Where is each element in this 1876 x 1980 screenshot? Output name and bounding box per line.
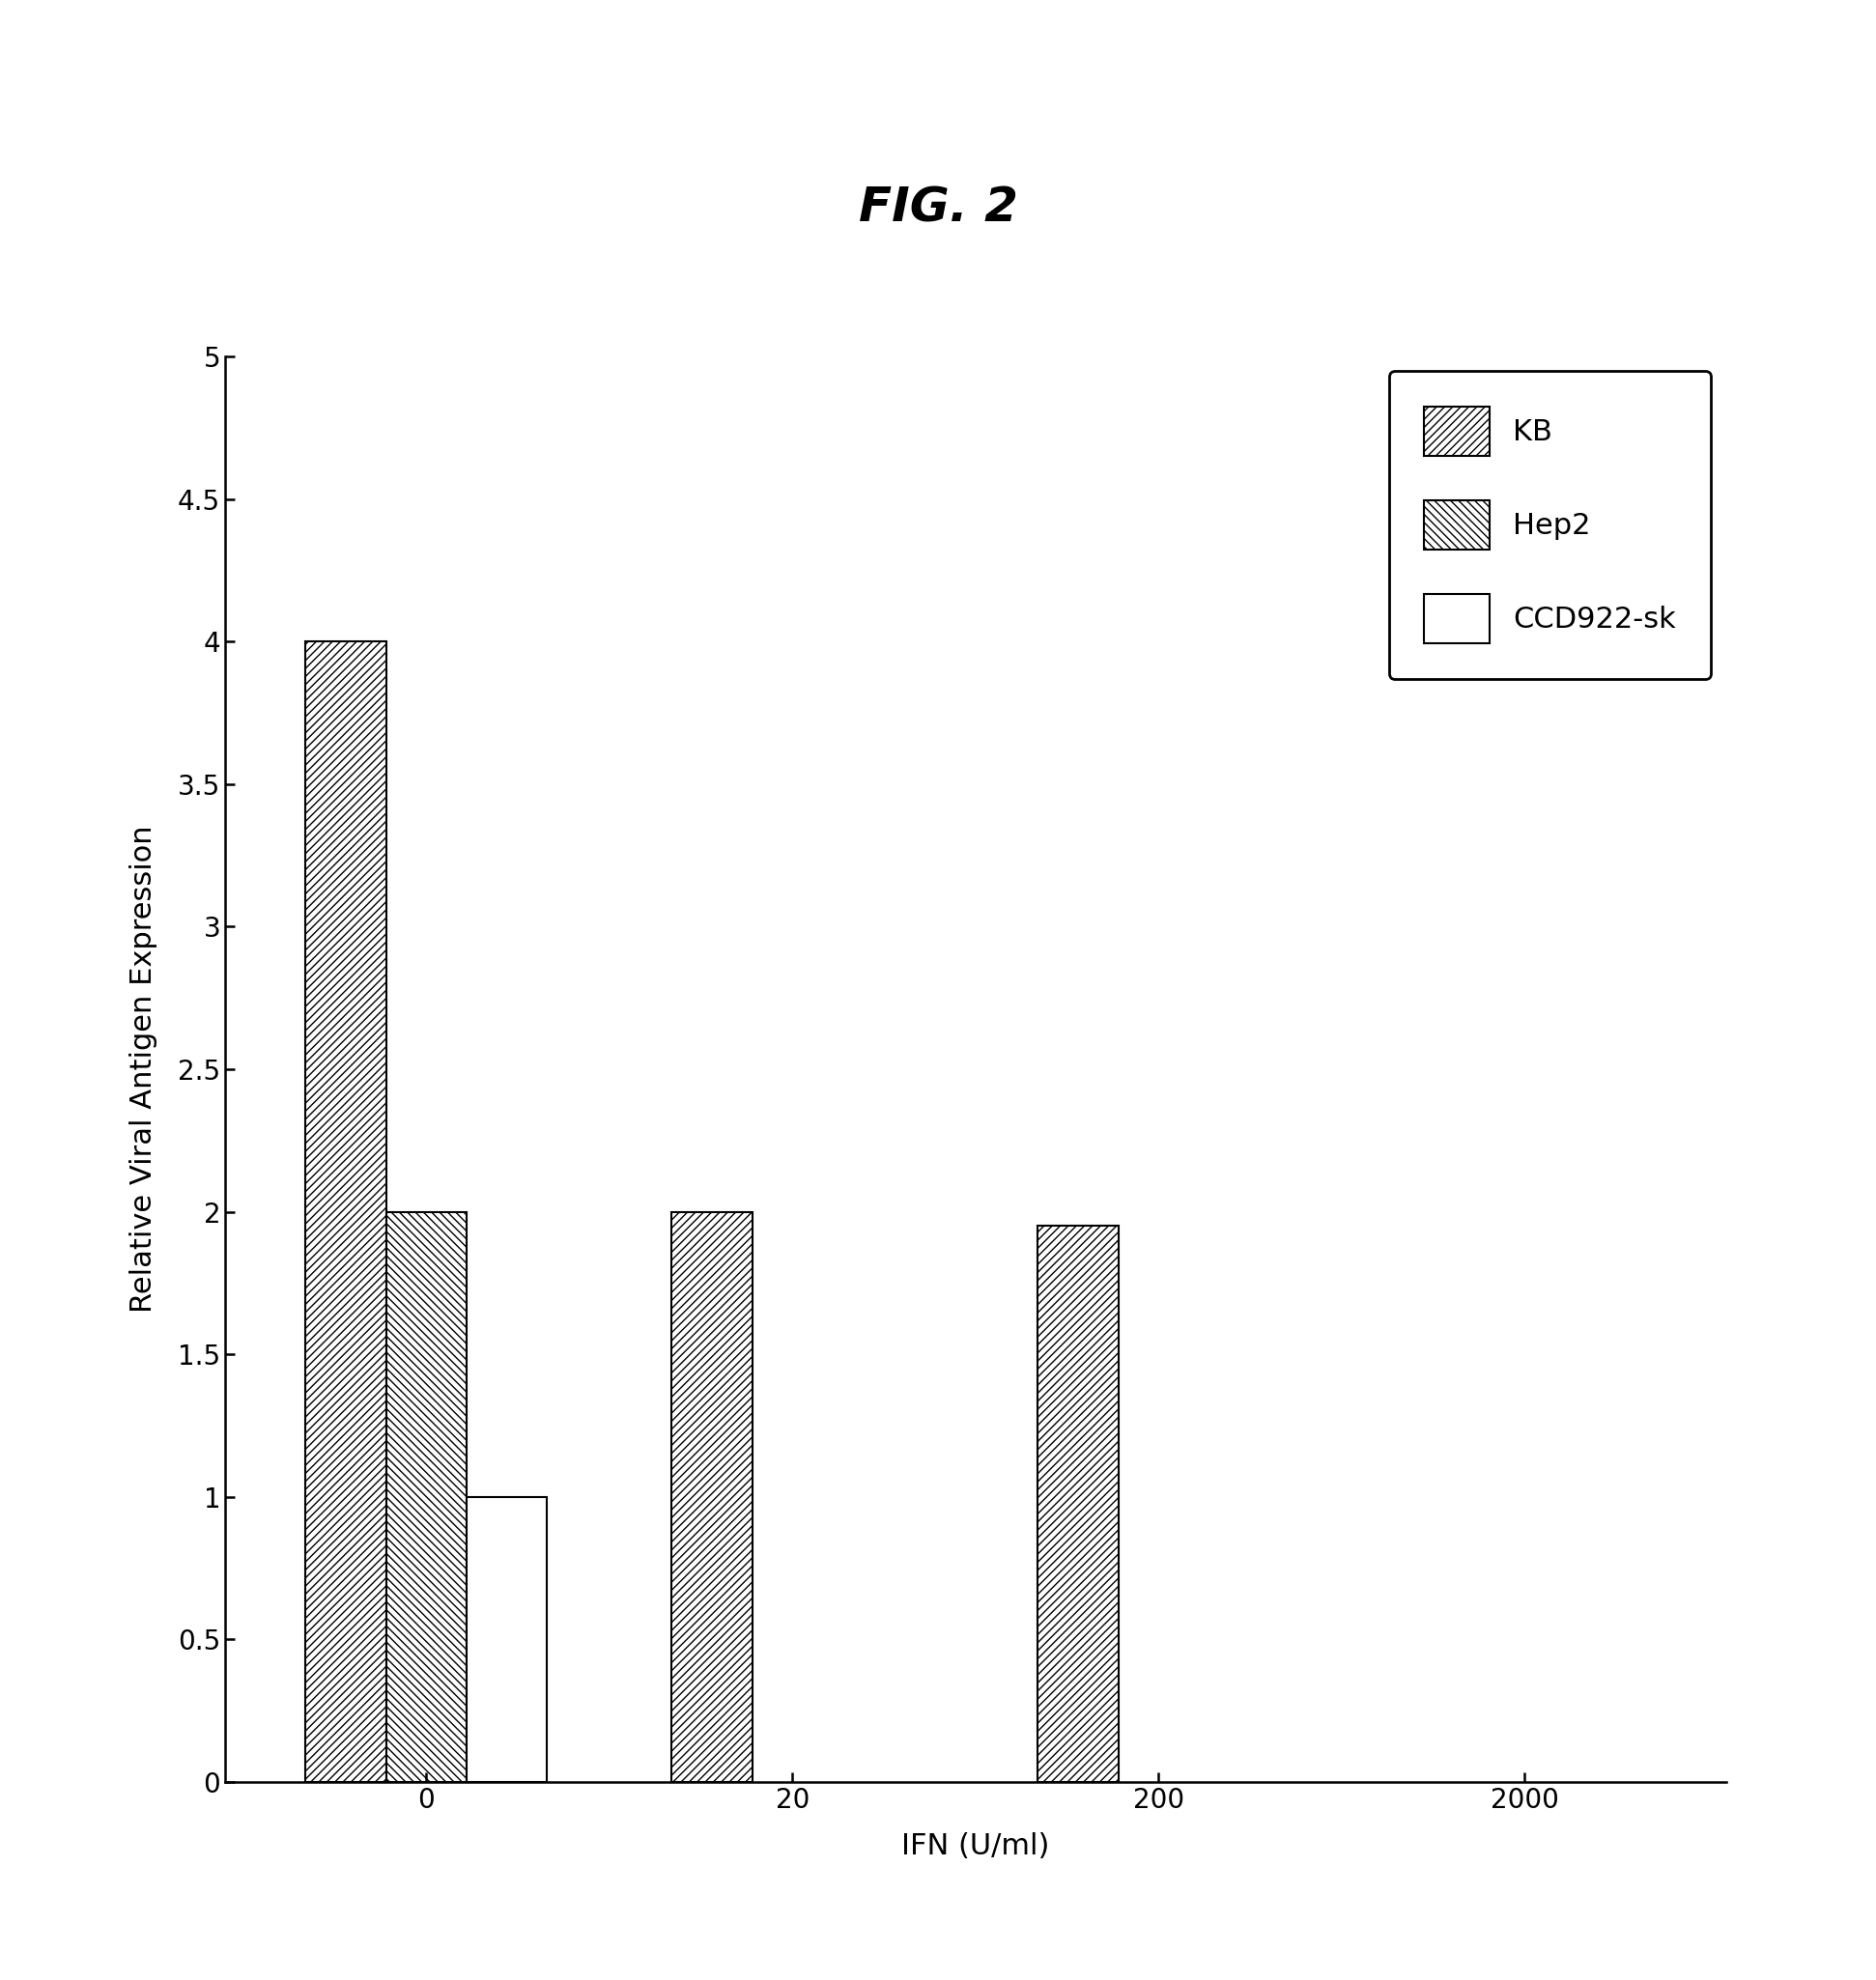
Bar: [1037, 1226, 1118, 1782]
Text: FIG. 2: FIG. 2: [859, 184, 1017, 232]
Bar: [467, 1497, 548, 1782]
Bar: [386, 1212, 467, 1782]
Bar: [306, 642, 386, 1782]
X-axis label: IFN (U/ml): IFN (U/ml): [902, 1833, 1049, 1861]
Legend: KB, Hep2, CCD922-sk: KB, Hep2, CCD922-sk: [1388, 370, 1711, 679]
Bar: [672, 1212, 752, 1782]
Y-axis label: Relative Viral Antigen Expression: Relative Viral Antigen Expression: [129, 826, 158, 1313]
